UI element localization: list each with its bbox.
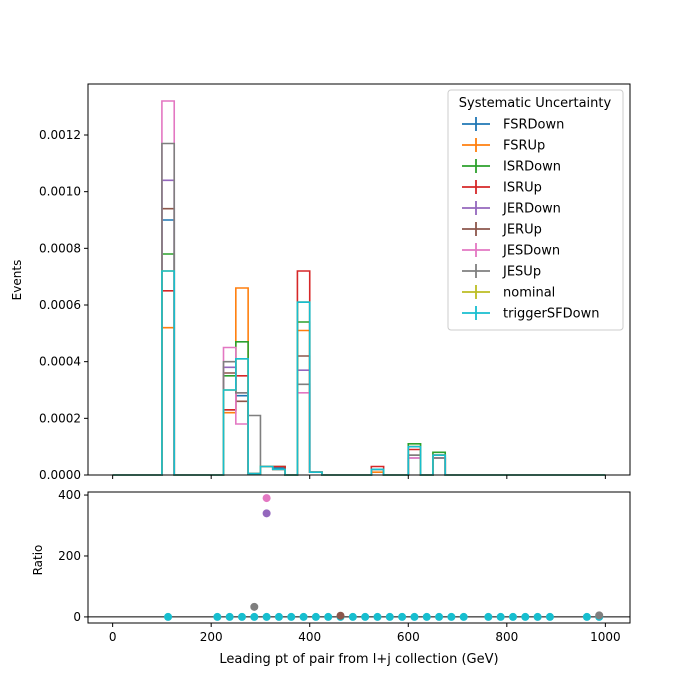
main-y-tick-label: 0.0008	[39, 241, 81, 255]
legend-item-jerup: JERUp	[462, 222, 542, 238]
ratio-point	[422, 612, 431, 621]
ratio-point	[324, 612, 333, 621]
legend-label: JERUp	[502, 223, 542, 238]
main-y-tick-label: 0.0010	[39, 185, 81, 199]
ratio-point	[484, 612, 493, 621]
ratio-point	[348, 612, 357, 621]
legend-item-triggersfdown: triggerSFDown	[462, 306, 599, 322]
ratio-y-axis: 0 200 400	[58, 488, 88, 624]
ratio-point	[250, 612, 259, 621]
ratio-point	[545, 612, 554, 621]
legend-label: triggerSFDown	[503, 307, 599, 322]
legend-label: nominal	[503, 286, 555, 301]
ratio-point	[435, 612, 444, 621]
x-tick-label: 1000	[590, 630, 621, 644]
legend-label: JESDown	[502, 244, 560, 259]
ratio-point	[447, 612, 456, 621]
ratio-point	[237, 612, 246, 621]
ratio-points-group	[88, 494, 630, 621]
legend-label: JERDown	[502, 202, 561, 217]
legend-box	[447, 89, 624, 331]
legend-label: FSRUp	[503, 139, 545, 154]
x-tick-label: 600	[397, 630, 420, 644]
main-y-tick-label: 0.0012	[39, 128, 81, 142]
x-tick-label: 200	[200, 630, 223, 644]
ratio-point	[287, 612, 296, 621]
legend-item-jerdown: JERDown	[462, 201, 561, 217]
main-y-axis-label: Events	[10, 260, 24, 301]
ratio-point	[299, 612, 308, 621]
legend-item-fsrup: FSRUp	[462, 138, 545, 154]
legend-title: Systematic Uncertainty	[459, 96, 612, 111]
ratio-y-tick-label: 0	[73, 610, 81, 624]
legend-item-isrdown: ISRDown	[462, 159, 561, 175]
ratio-point	[373, 612, 382, 621]
ratio-point	[398, 612, 407, 621]
legend-item-jesdown: JESDown	[462, 243, 560, 259]
main-y-tick-label: 0.0000	[39, 468, 81, 482]
ratio-plot-area	[88, 492, 630, 623]
x-tick-label: 0	[109, 630, 117, 644]
legend-item-isrup: ISRUp	[462, 180, 542, 196]
legend-label: ISRDown	[503, 160, 561, 175]
ratio-point	[410, 612, 419, 621]
x-tick-label: 400	[298, 630, 321, 644]
ratio-point	[521, 612, 530, 621]
ratio-point	[361, 612, 370, 621]
ratio-x-axis: 0 200 400 600 800 1000	[109, 623, 621, 644]
x-tick-label: 800	[495, 630, 518, 644]
ratio-point	[274, 612, 283, 621]
legend-label: JESUp	[502, 265, 541, 280]
ratio-point	[508, 612, 517, 621]
ratio-y-axis-label: Ratio	[31, 545, 45, 576]
main-x-axis	[112, 475, 606, 479]
ratio-point	[582, 612, 591, 621]
legend-label: FSRDown	[503, 118, 564, 133]
ratio-point	[595, 611, 604, 620]
legend-items: FSRDown FSRUp ISRDown ISRUp JERDown JERUp JESD…	[462, 117, 599, 322]
legend: Systematic Uncertainty FSRDown FSRUp ISRDo…	[447, 89, 624, 331]
ratio-point	[250, 602, 259, 611]
ratio-point	[164, 612, 173, 621]
main-panel: 0.0000 0.0002 0.0004 0.0006 0.0008 0.0010 0.00…	[10, 83, 631, 482]
ratio-plot-frame	[87, 491, 631, 624]
ratio-y-tick-label: 400	[58, 488, 81, 502]
legend-label: ISRUp	[503, 181, 542, 196]
ratio-point	[533, 612, 542, 621]
main-y-tick-label: 0.0004	[39, 355, 81, 369]
ratio-point	[311, 612, 320, 621]
ratio-point	[336, 611, 345, 620]
main-plot-frame	[87, 83, 631, 476]
main-y-tick-label: 0.0002	[39, 411, 81, 425]
ratio-y-tick-label: 200	[58, 549, 81, 563]
ratio-panel: 0 200 400 0 200 400 600 800 1000 Ratio Leading …	[31, 488, 631, 667]
main-y-tick-label: 0.0006	[39, 298, 81, 312]
ratio-point	[459, 612, 468, 621]
ratio-point	[385, 612, 394, 621]
ratio-point	[213, 612, 222, 621]
legend-item-jesup: JESUp	[462, 264, 541, 280]
ratio-point	[496, 612, 505, 621]
ratio-point	[225, 612, 234, 621]
legend-item-nominal: nominal	[462, 285, 555, 301]
ratio-point	[262, 612, 271, 621]
ratio-point	[262, 509, 271, 518]
x-axis-label: Leading pt of pair from l+j collection (…	[219, 652, 498, 667]
ratio-point	[262, 494, 271, 503]
main-y-axis: 0.0000 0.0002 0.0004 0.0006 0.0008 0.0010 0.00…	[39, 128, 88, 482]
legend-item-fsrdown: FSRDown	[462, 117, 564, 133]
